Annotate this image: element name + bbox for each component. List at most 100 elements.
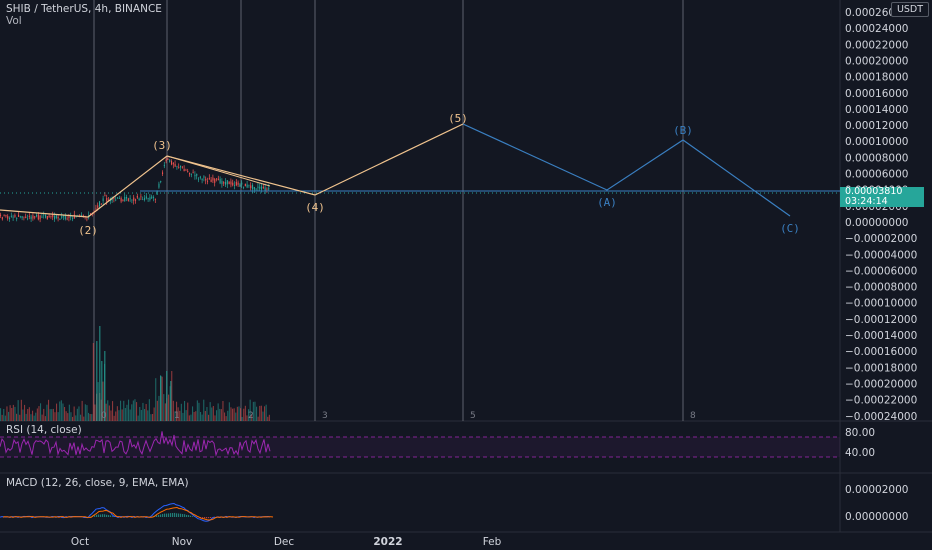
volume-bar (232, 408, 234, 421)
fib-time-zones[interactable] (93, 0, 684, 421)
volume-bar (121, 409, 123, 421)
macd-histogram-bar (172, 513, 174, 517)
price-label: −0.00004000 (845, 249, 917, 261)
candle-body (45, 214, 47, 218)
volume-bar (228, 402, 230, 421)
price-label: 0.00008000 (845, 152, 908, 164)
volume-bar (196, 400, 198, 421)
volume-bar (267, 416, 269, 421)
macd-level-zero: 0.00000000 (845, 511, 908, 523)
volume-bar (244, 405, 246, 421)
candle-body (196, 173, 198, 176)
volume-bar (131, 404, 133, 421)
volume-bar (78, 406, 80, 421)
volume-bar (124, 408, 126, 421)
volume-bar (59, 401, 61, 421)
candle-body (210, 179, 212, 182)
volume-bar (161, 376, 163, 421)
candle-body (153, 197, 155, 198)
volume-bar (201, 414, 203, 421)
candle-body (120, 197, 122, 202)
macd-histogram-bar (94, 515, 96, 517)
candle-body (55, 214, 57, 218)
currency-button[interactable]: USDT (891, 2, 929, 17)
candle-body (244, 183, 246, 187)
rsi-line[interactable] (0, 431, 271, 457)
macd-histogram-bar (192, 516, 194, 517)
impulse-wave-line[interactable] (0, 123, 464, 218)
price-label: −0.00010000 (845, 298, 917, 310)
wave-label-3: (3) (152, 139, 172, 152)
candle-body (142, 199, 144, 201)
wave-label-b: (B) (673, 124, 693, 137)
volume-bar (68, 404, 70, 421)
macd-title[interactable]: MACD (12, 26, close, 9, EMA, EMA) (6, 477, 189, 489)
candle-body (172, 163, 174, 165)
candle-body (264, 187, 266, 192)
candle-body (72, 218, 74, 219)
candle-body (63, 215, 65, 217)
candle-body (178, 167, 180, 168)
candle-body (234, 185, 236, 186)
volume-bar (54, 412, 56, 421)
candle-body (100, 204, 102, 205)
macd-histogram-bar (170, 513, 172, 517)
candle-body (10, 215, 12, 217)
bar-countdown: 03:24:14 (845, 196, 888, 207)
volume-bar (70, 412, 72, 421)
corrective-wave-line[interactable] (462, 123, 791, 217)
macd-histogram-bar (98, 514, 100, 517)
candle-body (257, 186, 259, 188)
volume-bar (12, 404, 14, 421)
volume-bar (57, 412, 59, 421)
volume-bar (204, 411, 206, 421)
volume-bar (20, 399, 22, 421)
candle-body (268, 187, 270, 190)
candle-body (246, 184, 248, 188)
candle-body (250, 185, 252, 189)
price-candles[interactable] (0, 156, 270, 223)
volume-bar (86, 405, 88, 421)
macd-histogram-bar (106, 514, 108, 517)
symbol-title[interactable]: SHIB / TetherUS, 4h, BINANCE (6, 3, 162, 15)
volume-bar (89, 414, 91, 421)
candle-body (0, 214, 2, 216)
volume-bar (72, 416, 74, 421)
candle-body (241, 182, 243, 185)
volume-bar (48, 399, 50, 421)
price-label: −0.00012000 (845, 314, 917, 326)
macd-histogram-bar (100, 514, 102, 517)
volume-bar (110, 410, 112, 421)
candle-body (169, 159, 171, 162)
candle-body (185, 169, 187, 171)
volume-bar (212, 406, 214, 421)
wave-3-trendline[interactable] (166, 155, 271, 187)
macd-histogram-bar (188, 515, 190, 517)
wave-label-5: (5) (448, 112, 468, 125)
candle-body (158, 183, 160, 188)
candle-body (261, 186, 263, 190)
macd-indicator[interactable] (0, 502, 274, 522)
volume-bar (129, 409, 131, 421)
volume-bar (113, 415, 115, 421)
candle-body (223, 182, 225, 184)
time-marker-5: 5 (470, 411, 476, 421)
price-label: −0.00020000 (845, 378, 917, 390)
macd-histogram-bar (180, 513, 182, 517)
candle-body (52, 214, 54, 218)
volume-bar (227, 410, 229, 421)
volume-bar (35, 412, 37, 421)
rsi-title[interactable]: RSI (14, close) (6, 424, 82, 436)
volume-bar (268, 414, 270, 421)
candle-body (207, 180, 209, 182)
candle-body (57, 217, 59, 219)
volume-bar (91, 414, 93, 421)
candle-body (201, 178, 203, 181)
volume-bar (211, 407, 213, 421)
price-axis[interactable]: 0.000260000.000240000.000220000.00020000… (845, 7, 917, 423)
candle-body (181, 166, 183, 168)
volume-bar (6, 406, 8, 421)
candle-body (104, 195, 106, 197)
price-label: 0.00010000 (845, 136, 908, 148)
